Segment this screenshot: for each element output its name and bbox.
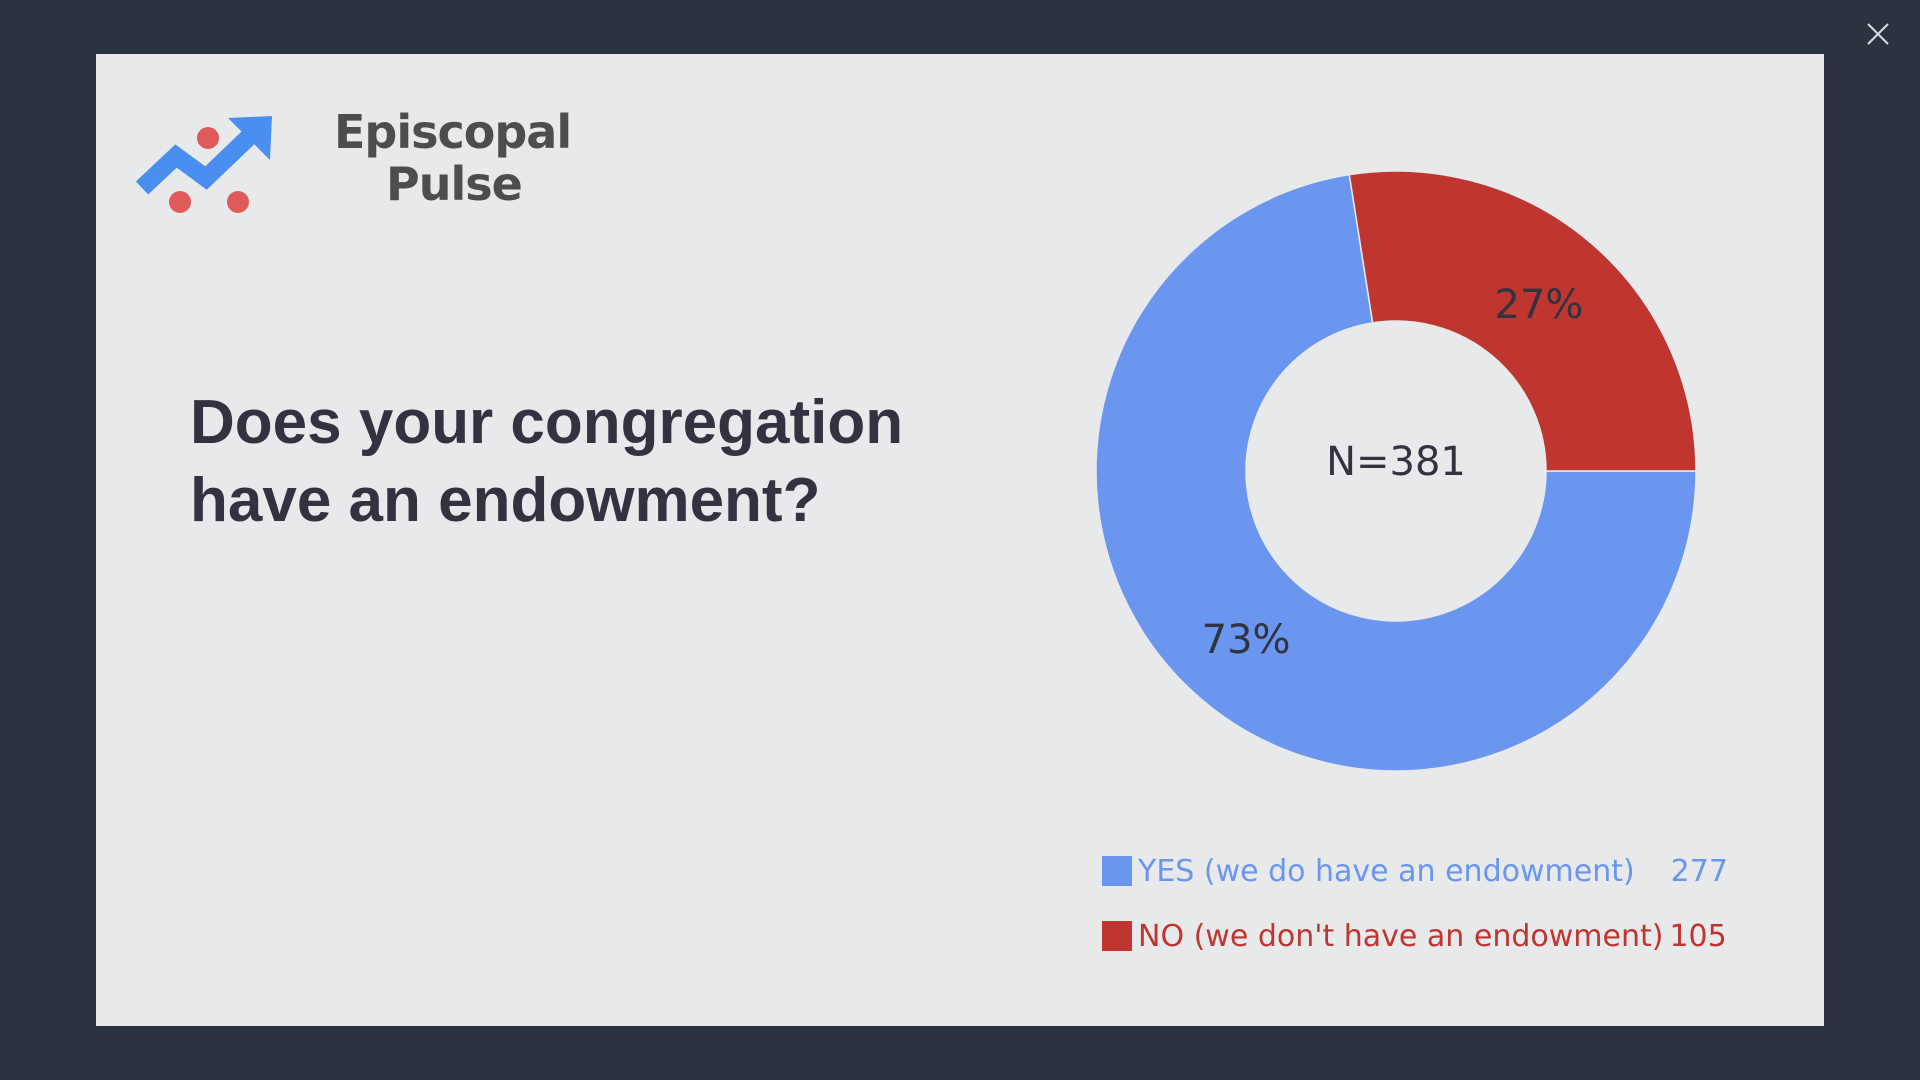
legend-count: 277 — [1670, 853, 1728, 889]
episcopal-pulse-logo: Episcopal Pulse — [134, 106, 572, 216]
slide: Episcopal Pulse Does your congregation h… — [96, 54, 1824, 1026]
logo-line-2: Pulse — [386, 157, 523, 211]
legend-label: YES (we do have an endowment) — [1138, 853, 1635, 889]
legend-item-yes: YES (we do have an endowment) 277 — [1102, 853, 1728, 889]
logo-wordmark: Episcopal Pulse — [334, 105, 572, 211]
question-line-1: Does your congregation — [190, 388, 904, 457]
question-line-2: have an endowment? — [190, 466, 821, 535]
close-button[interactable] — [1858, 14, 1898, 54]
legend-label: NO (we don't have an endowment) — [1138, 918, 1664, 954]
percent-label-no: 27% — [1494, 282, 1583, 328]
donut-chart: 73% 27% N=381 — [1095, 170, 1697, 772]
legend-count: 105 — [1669, 918, 1727, 954]
percent-label-yes: 73% — [1202, 617, 1291, 663]
legend-item-no: NO (we don't have an endowment) 105 — [1102, 918, 1728, 954]
question-title: Does your congregation have an endowment… — [190, 384, 990, 540]
legend-swatch — [1102, 856, 1132, 886]
slice-yes — [1095, 173, 1697, 772]
close-icon — [1867, 23, 1889, 45]
trend-arrow-icon — [135, 116, 272, 213]
legend-swatch — [1102, 921, 1132, 951]
chart-legend: YES (we do have an endowment) 277 NO (we d… — [1102, 854, 1728, 984]
slice-no — [1348, 170, 1697, 472]
sample-size-label: N=381 — [1326, 439, 1466, 485]
logo-line-1: Episcopal — [334, 105, 572, 159]
